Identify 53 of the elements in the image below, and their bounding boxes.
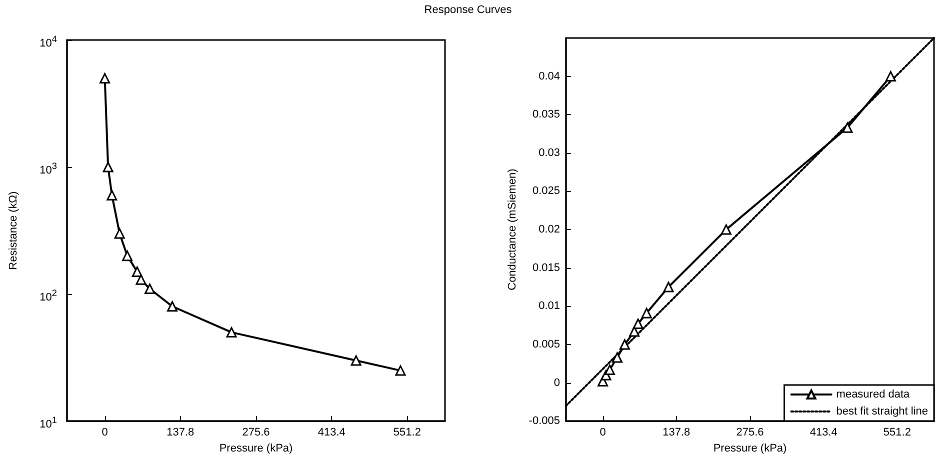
point xyxy=(144,284,156,294)
x-tick-label: 551.2 xyxy=(883,426,911,439)
y-tick-label: 0.03 xyxy=(538,146,560,159)
point xyxy=(132,266,142,277)
x-axis-title: Pressure (kPa) xyxy=(713,442,787,454)
y-tick-label: 0.025 xyxy=(532,185,560,198)
point xyxy=(122,250,133,262)
point xyxy=(663,282,674,292)
x-tick-label: 137.8 xyxy=(166,426,194,439)
point xyxy=(350,355,362,366)
point xyxy=(167,301,178,312)
text: Response Curves xyxy=(423,4,513,16)
point xyxy=(136,274,146,285)
point xyxy=(102,162,114,172)
y-tick-label: 0.015 xyxy=(532,262,560,274)
point xyxy=(720,224,732,235)
x-axis-title: Pressure (kPa) xyxy=(219,442,293,454)
x-tick-label: 413.4 xyxy=(318,426,346,439)
y-tick-label: 0.02 xyxy=(538,224,560,236)
y-tick-label: 10$^{4}$ xyxy=(40,33,57,51)
x-tick-label: 413.4 xyxy=(810,426,838,439)
y-tick-label: 0.01 xyxy=(538,300,560,312)
x-tick-label: 275.6 xyxy=(242,426,270,439)
x-tick-label: 0 xyxy=(600,426,606,439)
point xyxy=(632,318,644,330)
x-tick-label: 275.6 xyxy=(736,426,764,439)
y-tick-label: -0.005 xyxy=(528,415,560,428)
y-tick-label: 10$^{3}$ xyxy=(40,160,57,178)
y-tick-label: 0.035 xyxy=(532,108,560,121)
y-tick-label: 10$^{2}$ xyxy=(40,287,57,305)
x-tick-label: 551.2 xyxy=(393,426,421,439)
point xyxy=(612,352,622,363)
point xyxy=(619,339,630,350)
point xyxy=(226,327,237,338)
y-axis-title: Conductance (mSiemen) xyxy=(506,168,518,290)
point xyxy=(114,228,125,239)
point xyxy=(100,72,110,84)
y-tick-label: 0.04 xyxy=(538,70,560,82)
point xyxy=(395,365,406,376)
legend-label: measured data xyxy=(836,388,911,400)
point xyxy=(106,190,118,200)
point xyxy=(629,326,640,337)
y-tick-label: 10$^{1}$ xyxy=(40,414,57,432)
y-tick-label: 0 xyxy=(554,376,560,389)
point xyxy=(842,122,853,133)
point xyxy=(641,308,652,318)
y-tick-label: 0.005 xyxy=(532,338,560,350)
legend-label: best fit straight line xyxy=(836,406,928,418)
x-tick-label: 0 xyxy=(102,426,108,439)
x-tick-label: 137.8 xyxy=(662,426,690,439)
point xyxy=(604,364,615,376)
point xyxy=(885,71,896,82)
y-axis-title: Resistance (kΩ) xyxy=(8,191,20,270)
